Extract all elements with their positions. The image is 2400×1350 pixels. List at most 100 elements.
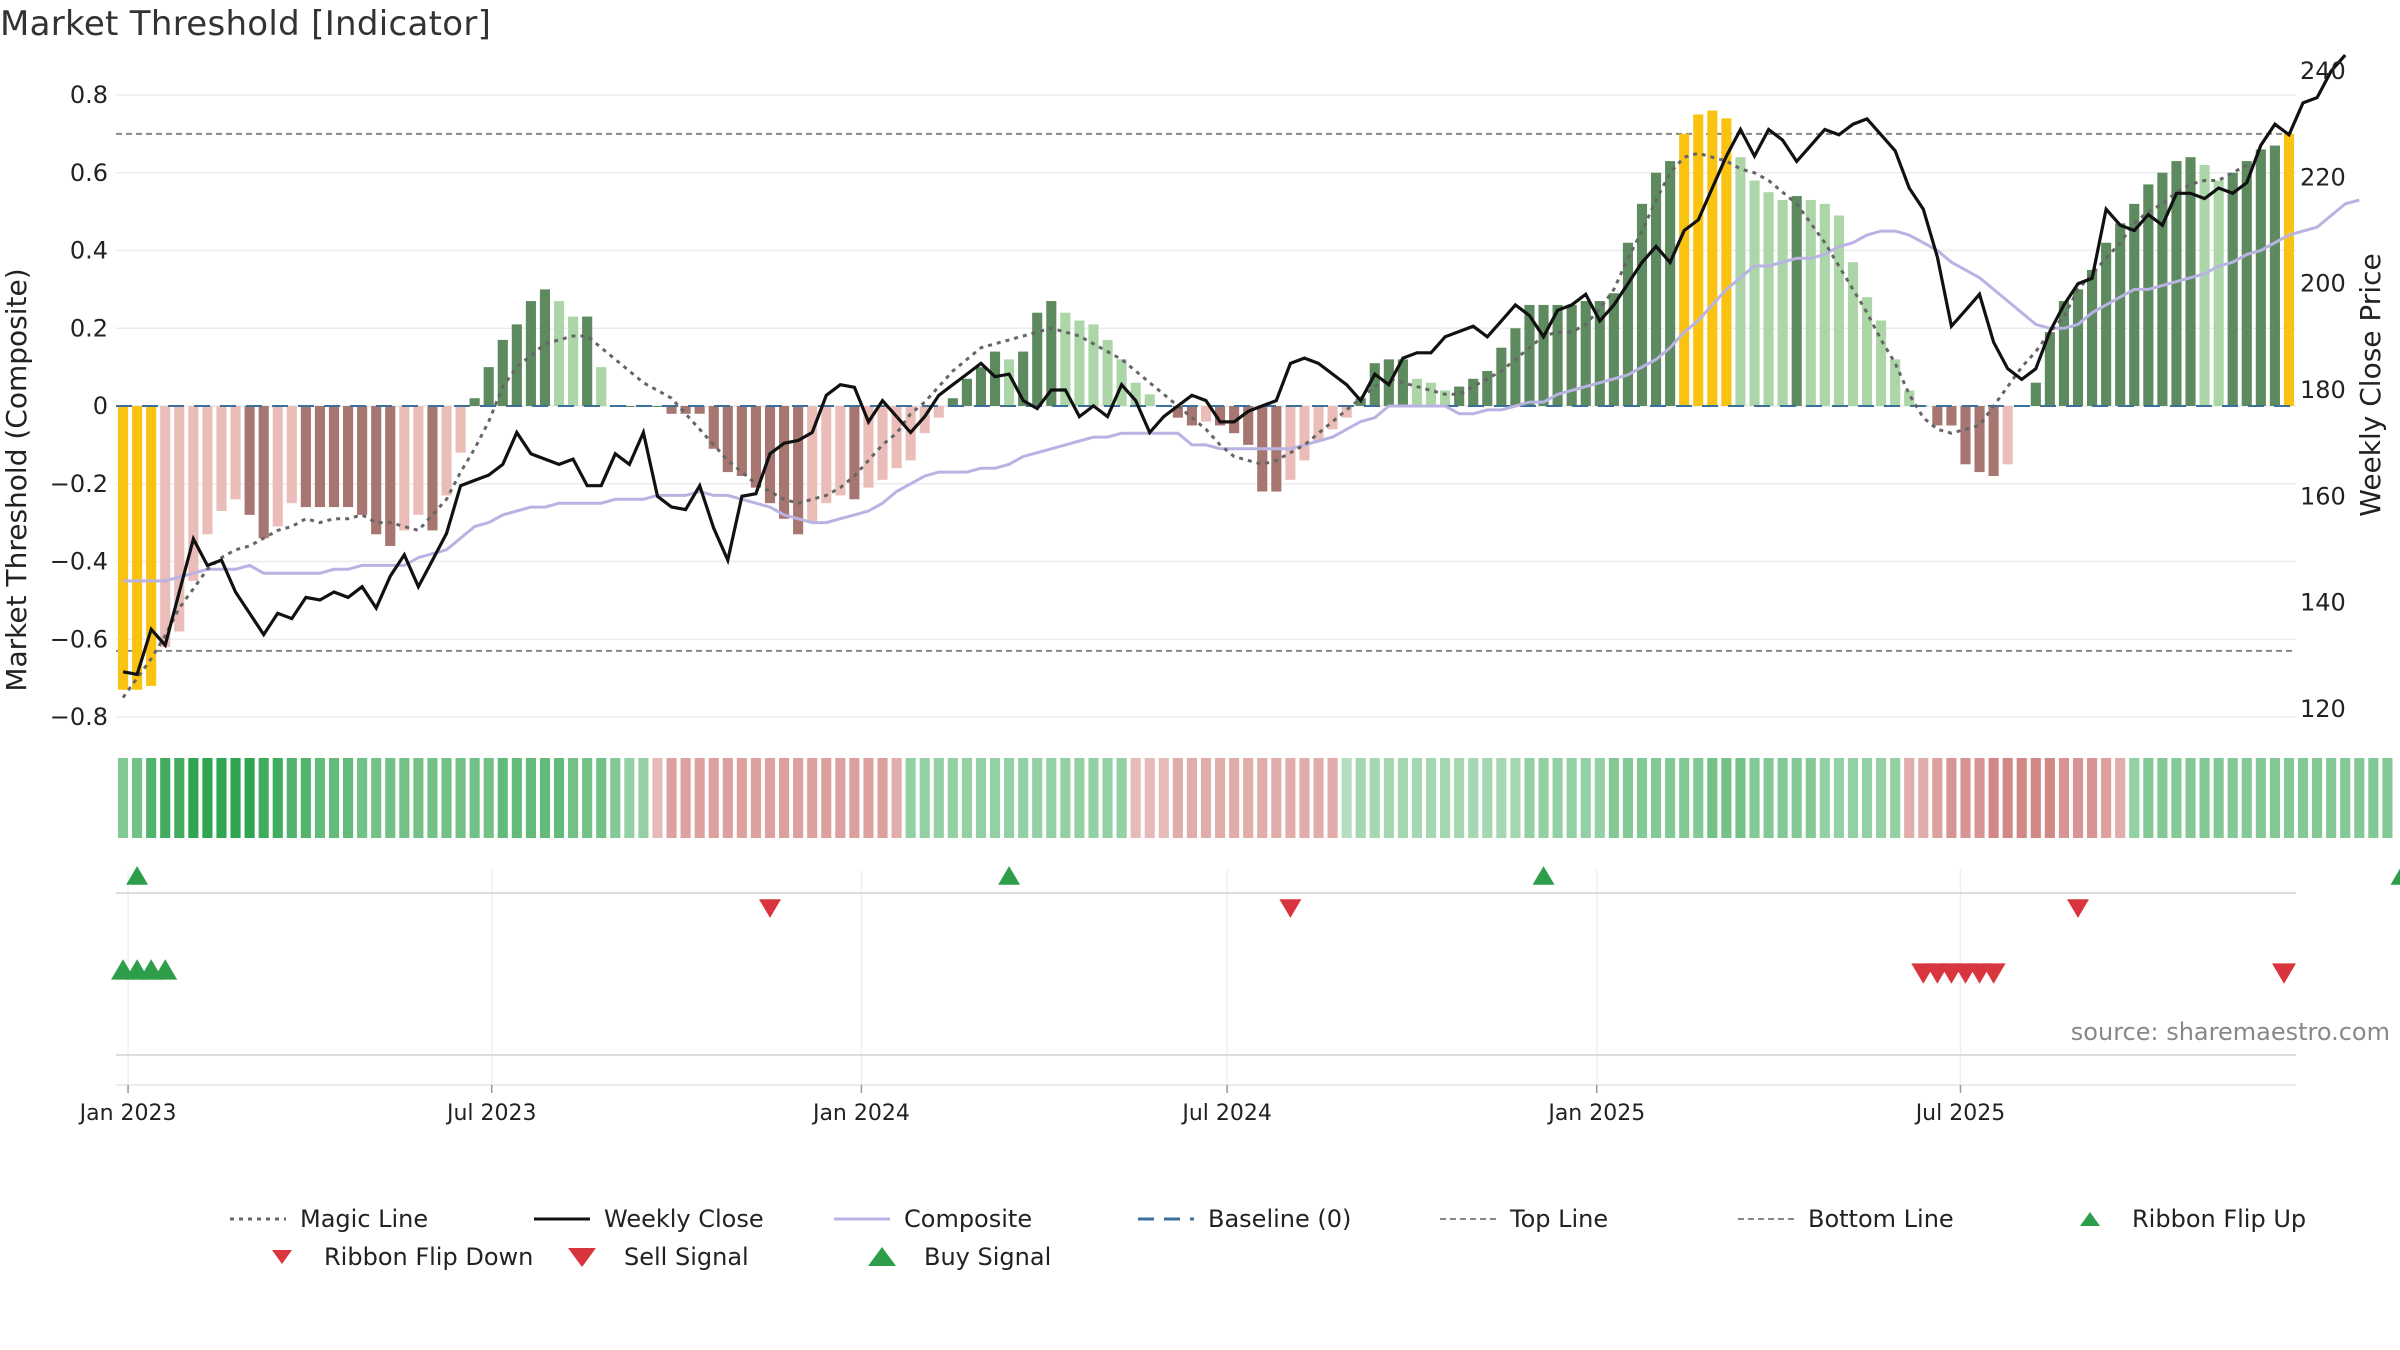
bar xyxy=(1243,406,1254,445)
ribbon-flip-down-marker xyxy=(1279,899,1302,918)
ribbon-cell xyxy=(2199,758,2210,838)
bar xyxy=(680,406,691,414)
bar xyxy=(1172,406,1183,418)
bar xyxy=(497,339,508,406)
bar xyxy=(371,406,382,535)
bar xyxy=(1552,304,1563,406)
bar xyxy=(694,406,705,414)
ribbon-cell xyxy=(188,758,199,838)
bar xyxy=(1004,359,1015,406)
bar xyxy=(2101,242,2112,406)
bar xyxy=(1988,406,1999,476)
bar xyxy=(863,406,874,488)
ribbon-cell xyxy=(1229,758,1240,838)
legend-item: Composite xyxy=(832,1205,1032,1233)
bar xyxy=(427,406,438,531)
chart-title: Market Threshold [Indicator] xyxy=(0,4,492,44)
buy-signal-marker xyxy=(153,959,178,980)
ribbon-cell xyxy=(1594,758,1605,838)
bar xyxy=(1524,304,1535,406)
bar xyxy=(399,406,410,531)
ribbon-cell xyxy=(1243,758,1254,838)
ribbon-cell xyxy=(511,758,522,838)
bar xyxy=(357,406,368,515)
bar xyxy=(933,406,944,418)
bar xyxy=(455,406,466,453)
ribbon-cell xyxy=(244,758,255,838)
bar xyxy=(539,289,551,406)
x-tick-label: Jul 2025 xyxy=(1914,1101,2006,1126)
bar xyxy=(174,406,185,632)
ribbon-cell xyxy=(2297,758,2309,838)
ribbon-cell xyxy=(2087,758,2098,838)
y-tick-label: 0.6 xyxy=(70,159,108,187)
legend-symbol-icon xyxy=(230,1217,286,1221)
bar xyxy=(1425,382,1437,406)
ribbon-cell xyxy=(807,758,818,838)
y-axis-ticks: 0.8 0.6 0.4 0.2 0 −0.2 −0.4 −0.6 −0.8 xyxy=(50,81,108,731)
ribbon-cell xyxy=(821,758,832,838)
legend-symbol-icon xyxy=(2080,1212,2100,1226)
bar xyxy=(1299,406,1310,461)
bar xyxy=(1440,390,1451,406)
ribbon-cell xyxy=(1482,758,1493,838)
ribbon-cell xyxy=(2030,758,2041,838)
ribbon-cell xyxy=(314,758,325,838)
bar xyxy=(1693,114,1704,406)
ribbon-cell xyxy=(117,758,129,838)
bar xyxy=(1144,394,1155,406)
bar xyxy=(835,406,846,496)
ribbon-cell xyxy=(2016,758,2027,838)
bar xyxy=(441,406,452,496)
legend-item: Magic Line xyxy=(228,1205,428,1233)
ribbon-cell xyxy=(2072,758,2084,838)
ribbon-cell xyxy=(371,758,382,838)
x-tick-label: Jul 2023 xyxy=(445,1101,537,1126)
legend-symbol-icon xyxy=(1738,1218,1794,1220)
legend-symbol-icon xyxy=(272,1250,292,1264)
ribbon-cell xyxy=(1876,758,1887,838)
y2-tick-label: 140 xyxy=(2300,589,2346,617)
bar xyxy=(272,406,283,527)
ribbon-cell xyxy=(1172,758,1183,838)
series-lines xyxy=(116,54,2360,699)
ribbon-cell xyxy=(2185,758,2196,838)
bar xyxy=(793,406,804,535)
bar xyxy=(1186,406,1197,426)
ribbon-cell xyxy=(202,758,213,838)
ribbon-cell xyxy=(469,758,480,838)
y2-tick-label: 180 xyxy=(2300,376,2346,404)
y2-axis-ticks: 240 220 200 180 160 140 120 xyxy=(2300,57,2346,723)
ribbon-flip-down-marker xyxy=(2067,899,2089,918)
bar xyxy=(1749,180,1760,406)
ribbon-cell xyxy=(933,758,944,838)
bar xyxy=(1538,304,1549,406)
bar xyxy=(2044,332,2055,406)
bar xyxy=(1088,324,1099,406)
ribbon-cell xyxy=(2213,758,2224,838)
ribbon-cell xyxy=(596,758,607,838)
y-tick-label: −0.2 xyxy=(50,470,108,498)
x-tick-label: Jan 2025 xyxy=(1546,1101,1645,1126)
legend-label: Composite xyxy=(904,1205,1033,1233)
ribbon-cell xyxy=(1861,758,1873,838)
ribbon-cell xyxy=(1636,758,1648,838)
bar xyxy=(1454,386,1465,406)
ribbon-cell xyxy=(1257,758,1268,838)
bar xyxy=(1932,406,1943,426)
bar xyxy=(2199,164,2210,406)
legend-symbol-icon xyxy=(834,1217,890,1221)
ribbon-cell xyxy=(1271,758,1282,838)
bar xyxy=(2058,301,2069,406)
ribbon-cell xyxy=(582,758,593,838)
bar xyxy=(2171,161,2182,406)
ribbon-cell xyxy=(539,758,551,838)
bar xyxy=(553,301,565,406)
y2-axis-label: Weekly Close Price xyxy=(2354,253,2387,516)
legend-item: Sell Signal xyxy=(552,1243,749,1271)
y-tick-label: 0.8 xyxy=(70,81,108,109)
ribbon-cell xyxy=(1369,758,1380,838)
bar xyxy=(1580,301,1591,406)
ribbon-cell xyxy=(905,758,916,838)
ribbon-cell xyxy=(427,758,438,838)
